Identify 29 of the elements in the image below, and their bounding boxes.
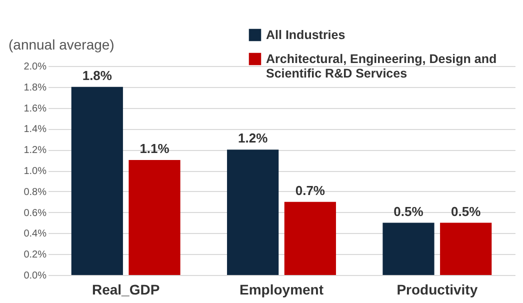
bar xyxy=(227,150,279,275)
bar xyxy=(71,86,123,275)
data-label: 0.5% xyxy=(451,204,482,219)
y-tick-label: 0.0% xyxy=(24,270,47,282)
legend-label: Architectural, Engineering, Design and Scientific R&D Services xyxy=(266,52,497,80)
y-tick-label: 0.2% xyxy=(24,250,47,261)
bar xyxy=(440,222,492,275)
y-tick-label: 1.2% xyxy=(24,145,47,156)
y-tick-label: 2.0% xyxy=(24,62,47,72)
x-tick-label: Real_GDP xyxy=(92,282,160,298)
bar xyxy=(382,222,434,275)
x-tick-label: Employment xyxy=(239,282,324,298)
data-label: 0.5% xyxy=(394,204,424,219)
data-label: 0.7% xyxy=(295,182,326,198)
y-tick-label: 1.4% xyxy=(24,124,47,136)
data-label: 1.1% xyxy=(140,141,170,156)
y-tick-label: 1.8% xyxy=(24,82,47,94)
y-tick-label: 0.4% xyxy=(24,228,47,240)
y-tick-label: 0.8% xyxy=(24,186,47,198)
y-axis-title: (annual average) xyxy=(8,36,114,52)
y-tick-label: 1.6% xyxy=(24,103,47,114)
bar xyxy=(284,202,336,275)
y-tick-label: 0.6% xyxy=(24,208,47,219)
bar xyxy=(128,160,180,275)
x-tick-label: Productivity xyxy=(396,282,478,298)
y-tick-label: 1.0% xyxy=(24,166,47,177)
data-label: 1.2% xyxy=(238,130,268,146)
data-label: 1.8% xyxy=(82,68,112,83)
legend-label: All Industries xyxy=(266,28,346,42)
